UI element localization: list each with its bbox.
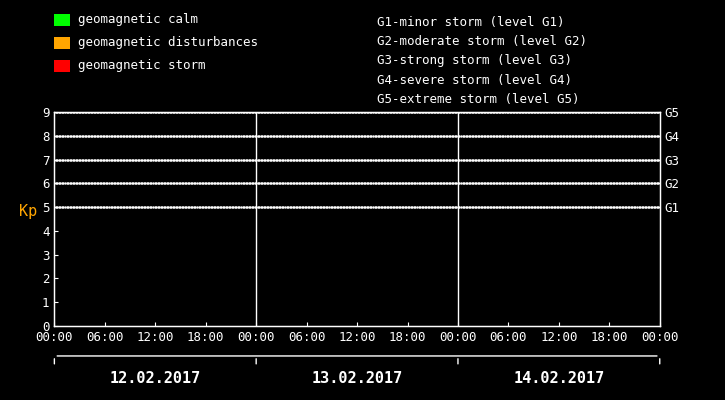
Y-axis label: Kp: Kp [19,204,37,219]
Text: G1-minor storm (level G1): G1-minor storm (level G1) [377,16,565,29]
Text: G5-extreme storm (level G5): G5-extreme storm (level G5) [377,93,579,106]
Text: 14.02.2017: 14.02.2017 [513,371,605,386]
Text: G2-moderate storm (level G2): G2-moderate storm (level G2) [377,35,587,48]
Text: geomagnetic storm: geomagnetic storm [78,59,206,72]
Text: geomagnetic disturbances: geomagnetic disturbances [78,36,258,49]
Text: geomagnetic calm: geomagnetic calm [78,13,199,26]
Text: G4-severe storm (level G4): G4-severe storm (level G4) [377,74,572,87]
Text: 12.02.2017: 12.02.2017 [109,371,201,386]
Text: 13.02.2017: 13.02.2017 [312,371,402,386]
Text: G3-strong storm (level G3): G3-strong storm (level G3) [377,54,572,67]
